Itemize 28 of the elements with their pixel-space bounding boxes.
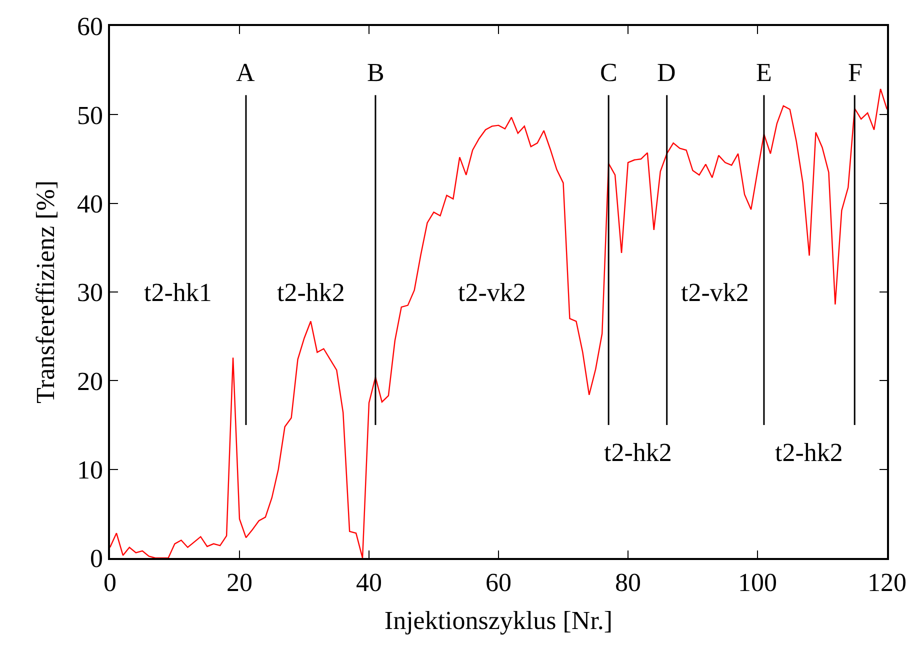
x-tick-label: 40: [356, 568, 382, 597]
annotation: t2-hk2: [775, 438, 843, 467]
x-tick-label: 60: [486, 568, 512, 597]
x-axis-title: Injektionszyklus [Nr.]: [384, 606, 613, 636]
ref-line-label: B: [367, 58, 384, 87]
x-tick-label: 100: [738, 568, 777, 597]
x-tick-label: 120: [868, 568, 906, 597]
y-tick-label: 50: [77, 100, 104, 130]
y-tick-label: 60: [77, 12, 104, 42]
y-tick-label: 10: [77, 455, 104, 484]
annotation: t2-vk2: [458, 278, 526, 307]
y-tick-label: 20: [77, 366, 104, 396]
ref-line-label: C: [600, 58, 618, 87]
annotation: t2-hk1: [144, 278, 212, 307]
annotation: t2-hk2: [277, 278, 345, 307]
y-axis-title: Transfereffizienz [%]: [30, 180, 60, 404]
ref-line-label: F: [848, 58, 862, 87]
x-tick-label: 20: [226, 568, 252, 597]
x-tick-label: 80: [615, 568, 641, 597]
line-series: [110, 88, 887, 558]
ref-line-label: E: [756, 58, 772, 87]
annotation: t2-hk2: [604, 438, 672, 467]
y-tick-label: 30: [77, 278, 104, 308]
ref-line-label: D: [657, 58, 676, 87]
y-tick-label: 40: [77, 189, 104, 218]
y-tick-label: 0: [90, 544, 104, 574]
ref-line-label: A: [236, 58, 255, 87]
annotation: t2-vk2: [681, 278, 749, 307]
